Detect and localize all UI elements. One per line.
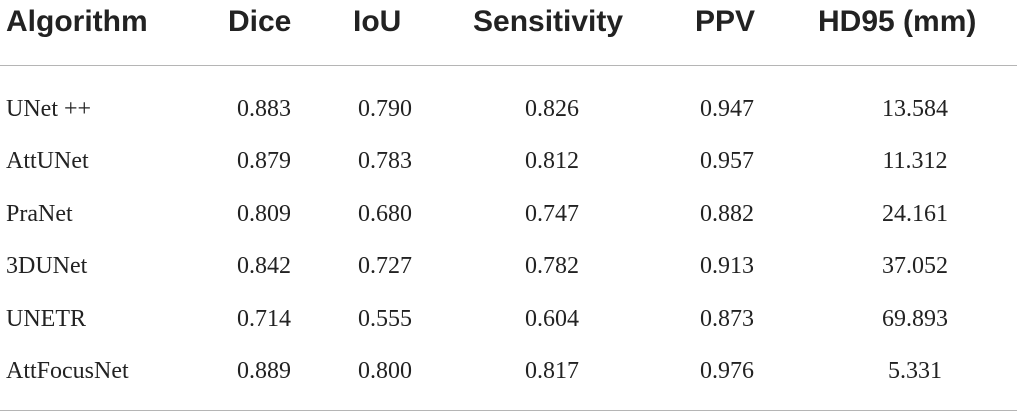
cell-iou: 0.680 [358,201,412,227]
cell-dice: 0.809 [237,201,291,227]
cell-dice: 0.842 [237,253,291,279]
cell-hd95: 11.312 [882,148,948,174]
table-row: UNETR 0.714 0.555 0.604 0.873 69.893 [0,301,1017,353]
cell-algorithm: AttUNet [6,148,89,174]
cell-algorithm: AttFocusNet [6,358,129,384]
table-row: 3DUNet 0.842 0.727 0.782 0.913 37.052 [0,248,1017,300]
cell-iou: 0.790 [358,96,412,122]
header-algorithm: Algorithm [6,5,148,38]
cell-dice: 0.879 [237,148,291,174]
table-header-row: Algorithm Dice IoU Sensitivity PPV HD95 … [0,0,1017,44]
header-sensitivity: Sensitivity [473,5,624,38]
cell-ppv: 0.957 [700,148,754,174]
table-row: AttFocusNet 0.889 0.800 0.817 0.976 5.33… [0,353,1017,405]
cell-ppv: 0.882 [700,201,754,227]
cell-ppv: 0.873 [700,306,754,332]
cell-ppv: 0.947 [700,96,754,122]
cell-ppv: 0.913 [700,253,754,279]
cell-iou: 0.783 [358,148,412,174]
cell-hd95: 5.331 [888,358,942,384]
cell-hd95: 13.584 [882,96,948,122]
table-row: UNet ++ 0.883 0.790 0.826 0.947 13.584 [0,91,1017,143]
table-row: AttUNet 0.879 0.783 0.812 0.957 11.312 [0,143,1017,195]
header-dice: Dice [228,5,292,38]
cell-algorithm: UNet ++ [6,96,92,122]
cell-dice: 0.889 [237,358,291,384]
cell-dice: 0.883 [237,96,291,122]
cell-algorithm: PraNet [6,201,73,227]
cell-sensitivity: 0.782 [525,253,579,279]
cell-iou: 0.800 [358,358,412,384]
cell-dice: 0.714 [237,306,291,332]
cell-iou: 0.555 [358,306,412,332]
cell-sensitivity: 0.812 [525,148,579,174]
table-row: PraNet 0.809 0.680 0.747 0.882 24.161 [0,196,1017,248]
cell-hd95: 24.161 [882,201,948,227]
header-ppv: PPV [695,5,756,38]
cell-sensitivity: 0.747 [525,201,579,227]
cell-hd95: 37.052 [882,253,948,279]
cell-algorithm: UNETR [6,306,86,332]
table-top-rule [0,65,1017,66]
cell-algorithm: 3DUNet [6,253,88,279]
cell-hd95: 69.893 [882,306,948,332]
cell-iou: 0.727 [358,253,412,279]
cell-sensitivity: 0.604 [525,306,579,332]
header-hd95: HD95 (mm) [818,5,977,38]
cell-sensitivity: 0.817 [525,358,579,384]
cell-sensitivity: 0.826 [525,96,579,122]
table-bottom-rule [0,410,1017,411]
header-iou: IoU [353,5,402,38]
cell-ppv: 0.976 [700,358,754,384]
